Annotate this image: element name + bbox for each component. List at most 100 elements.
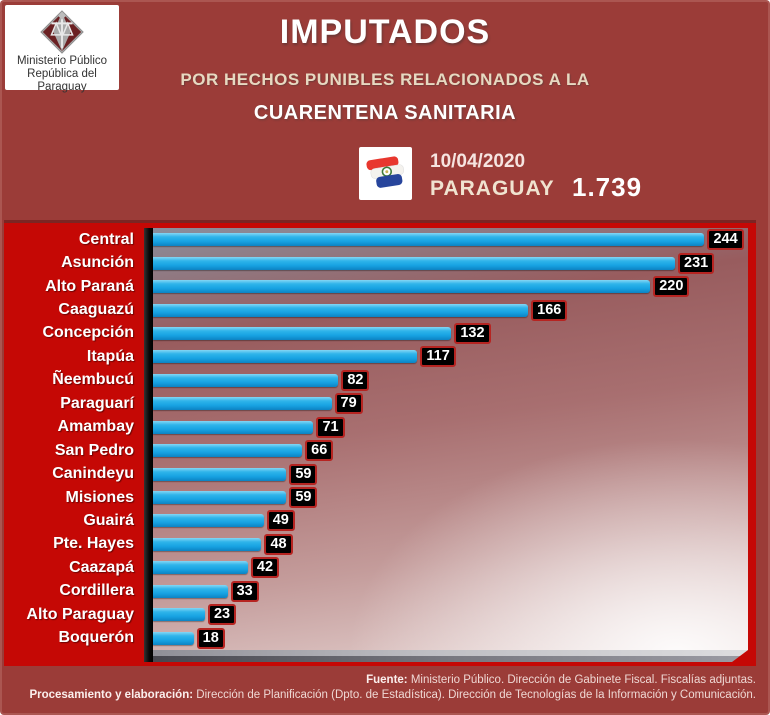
bar-track: 59 xyxy=(153,463,748,485)
chart-row: Guairá 49 xyxy=(4,509,748,532)
bar xyxy=(153,373,339,387)
chart-row: Cordillera 33 xyxy=(4,580,748,603)
bar xyxy=(153,420,314,434)
bar xyxy=(153,631,194,645)
chart-rows: Central 244 Asunción 231 Alto Paraná 220 Caagu… xyxy=(4,228,748,650)
chart-row: Amambay 71 xyxy=(4,416,748,439)
value-label: 23 xyxy=(207,604,237,626)
page-title: IMPUTADOS xyxy=(279,13,491,51)
y-axis-wall xyxy=(144,228,153,662)
report-date: 10/04/2020 xyxy=(430,151,526,172)
bar-track: 132 xyxy=(153,322,748,344)
chart-row: Caaguazú 166 xyxy=(4,298,748,321)
processing-label: Procesamiento y elaboración: xyxy=(29,689,194,701)
bar-track: 166 xyxy=(153,299,748,321)
bar xyxy=(153,491,287,505)
value-label: 59 xyxy=(289,487,318,509)
source-line: Fuente: Ministerio Público. Dirección de… xyxy=(0,673,756,688)
chart-row: Pte. Hayes 48 xyxy=(4,533,748,556)
category-label: Paraguarí xyxy=(60,394,134,412)
chart-floor xyxy=(153,650,748,662)
bar-track: 49 xyxy=(153,510,748,532)
bar xyxy=(153,280,651,294)
category-label: Concepción xyxy=(42,324,134,342)
chart-row: Paraguarí 79 xyxy=(4,392,748,415)
bar xyxy=(153,561,248,575)
category-label: Misiones xyxy=(65,488,134,506)
chart-row: Ñeembucú 82 xyxy=(4,369,748,392)
chart-row: Misiones 59 xyxy=(4,486,748,509)
bar-track: 244 xyxy=(153,229,748,251)
bar-track: 48 xyxy=(153,533,748,555)
footer: Fuente: Ministerio Público. Dirección de… xyxy=(0,673,756,703)
value-label: 132 xyxy=(454,322,491,344)
bar xyxy=(153,467,287,481)
chart-row: Alto Paraná 220 xyxy=(4,275,748,298)
value-label: 231 xyxy=(678,252,715,274)
category-label: Alto Paraná xyxy=(45,277,134,295)
value-label: 117 xyxy=(420,346,456,368)
category-label: Central xyxy=(78,230,134,248)
total-count: 1.739 xyxy=(572,172,643,202)
chart-row: Central 244 xyxy=(4,228,748,251)
paraguay-flag-box xyxy=(359,147,412,200)
bar xyxy=(153,233,705,247)
value-label: 82 xyxy=(341,369,370,391)
category-label: San Pedro xyxy=(54,441,134,459)
category-label: Pte. Hayes xyxy=(53,535,134,553)
ministry-logo-box: Ministerio Público República del Paragua… xyxy=(5,5,119,93)
chart-row: Itapúa 117 xyxy=(4,345,748,368)
category-label: Caazapá xyxy=(69,558,134,576)
bar-track: 66 xyxy=(153,440,748,462)
chart-row: Caazapá 42 xyxy=(4,556,748,579)
bar-track: 79 xyxy=(153,393,748,415)
value-label: 49 xyxy=(266,510,295,532)
bar-track: 18 xyxy=(153,627,748,649)
bar xyxy=(153,514,264,528)
country-label: PARAGUAY xyxy=(430,177,555,200)
bar xyxy=(153,256,676,270)
bar xyxy=(153,303,529,317)
value-label: 66 xyxy=(305,440,334,462)
processing-line: Procesamiento y elaboración: Dirección d… xyxy=(0,688,756,703)
processing-text: Dirección de Planificación (Dpto. de Est… xyxy=(193,689,756,701)
bar xyxy=(153,350,418,364)
bar xyxy=(153,326,452,340)
value-label: 166 xyxy=(531,299,568,321)
chart-row: Canindeyu 59 xyxy=(4,462,748,485)
category-label: Ñeembucú xyxy=(52,371,134,389)
bar xyxy=(153,537,262,551)
bar-track: 117 xyxy=(153,346,748,368)
category-label: Boquerón xyxy=(58,629,134,647)
scales-of-justice-icon xyxy=(40,10,84,54)
category-label: Asunción xyxy=(61,254,134,272)
bar xyxy=(153,608,205,622)
bar-track: 71 xyxy=(153,416,748,438)
bar-track: 33 xyxy=(153,580,748,602)
paraguay-flag-icon xyxy=(366,156,405,188)
chart-row: Concepción 132 xyxy=(4,322,748,345)
value-label: 79 xyxy=(334,393,363,415)
page-subtitle: POR HECHOS PUNIBLES RELACIONADOS A LA xyxy=(180,70,590,89)
value-label: 71 xyxy=(316,416,345,438)
value-label: 59 xyxy=(289,463,318,485)
value-label: 33 xyxy=(230,580,259,602)
bar-track: 231 xyxy=(153,252,748,274)
bar xyxy=(153,397,332,411)
category-label: Alto Paraguay xyxy=(26,605,134,623)
value-label: 18 xyxy=(196,627,225,649)
bar-track: 220 xyxy=(153,276,748,298)
chart-row: Asunción 231 xyxy=(4,251,748,274)
value-label: 220 xyxy=(653,276,690,298)
ministry-country: República del Paraguay xyxy=(27,68,97,93)
ministry-name: Ministerio Público xyxy=(16,55,108,67)
chart-row: Boquerón 18 xyxy=(4,626,748,649)
bar xyxy=(153,444,303,458)
category-label: Amambay xyxy=(57,418,134,436)
bar-track: 59 xyxy=(153,487,748,509)
category-label: Guairá xyxy=(83,511,134,529)
category-label: Canindeyu xyxy=(52,465,134,483)
category-label: Itapúa xyxy=(86,347,134,365)
bar-track: 82 xyxy=(153,369,748,391)
